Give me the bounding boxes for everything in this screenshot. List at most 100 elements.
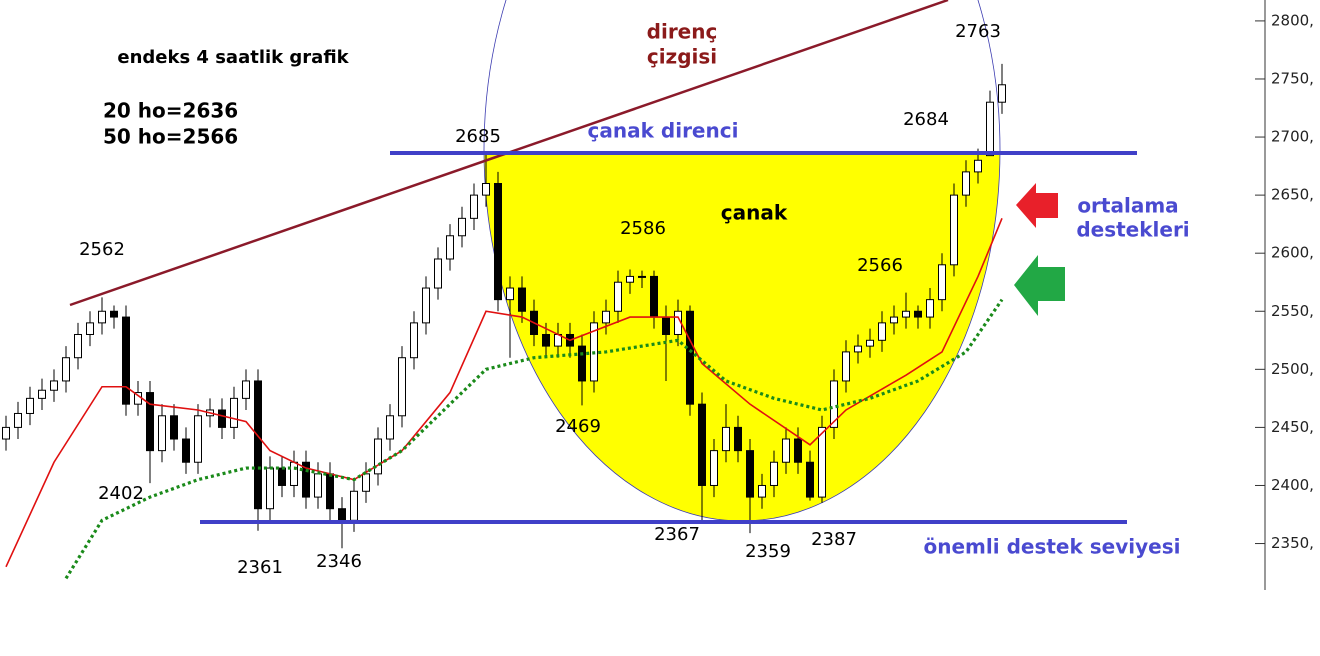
annotation: 50 ho=2566 (103, 125, 238, 149)
annotation: 2685 (455, 126, 501, 147)
annotation: 20 ho=2636 (103, 99, 238, 123)
candle-body (26, 397, 34, 414)
candle-body (110, 310, 118, 318)
y-tick-label: 2600, (1271, 244, 1314, 262)
candle-body (458, 217, 466, 237)
candle-body (950, 194, 958, 266)
candle-body (446, 235, 454, 260)
candle-body (746, 450, 754, 498)
candle-body (998, 84, 1006, 103)
candle-body (638, 275, 646, 278)
candle-body (710, 450, 718, 486)
candle-body (578, 345, 586, 382)
candle-body (254, 380, 262, 510)
candle-body (962, 171, 970, 196)
candle-body (278, 467, 286, 486)
candle-body (242, 380, 250, 399)
candle-body (722, 426, 730, 452)
candle-body (86, 322, 94, 335)
candle-body (350, 490, 358, 521)
candle-body (794, 438, 802, 463)
annotation: 2566 (857, 255, 903, 276)
candle-body (266, 467, 274, 510)
candle-body (818, 426, 826, 498)
candle-body (974, 159, 982, 173)
annotation: 2586 (620, 218, 666, 239)
annotation: 2361 (237, 557, 283, 578)
candle-body (218, 409, 226, 428)
annotation: 2346 (316, 551, 362, 572)
candle-body (782, 438, 790, 463)
candle-body (614, 281, 622, 312)
candle-body (290, 461, 298, 486)
candle-body (374, 438, 382, 475)
candle-body (902, 310, 910, 318)
candle-body (806, 461, 814, 498)
annotation: çanak (721, 201, 788, 225)
candle-body (386, 415, 394, 440)
annotation: 2763 (955, 21, 1001, 42)
candle-body (914, 310, 922, 318)
candle-body (854, 345, 862, 353)
candle-body (194, 415, 202, 463)
annotation: önemli destek seviyesi (924, 535, 1181, 559)
candle-body (326, 473, 334, 510)
candle-body (506, 287, 514, 301)
candle-body (2, 426, 10, 440)
candle-body (146, 392, 154, 452)
candle-body (734, 426, 742, 452)
candle-body (74, 333, 82, 359)
annotation: 2367 (654, 524, 700, 545)
candle-body (650, 275, 658, 318)
annotation: destekleri (1076, 218, 1189, 242)
candle-body (230, 397, 238, 428)
candle-body (878, 322, 886, 341)
candle-body (938, 264, 946, 301)
y-tick-label: 2400, (1271, 476, 1314, 494)
overlays: endeks 4 saatlik grafik 2800, 2750, 2700, 2… (69, 0, 1314, 590)
candle-body (182, 438, 190, 463)
y-tick-label: 2800, (1271, 11, 1314, 29)
candle-body (770, 461, 778, 486)
annotation: direnç (647, 20, 718, 44)
candle-body (302, 461, 310, 498)
annotation: 2562 (79, 239, 125, 260)
candle-body (842, 351, 850, 382)
candle-body (986, 101, 994, 157)
candle-body (50, 380, 58, 391)
candle-body (158, 415, 166, 452)
candle-body (866, 339, 874, 347)
candle-body (410, 322, 418, 359)
y-tick-label: 2650, (1271, 186, 1314, 204)
candle-body (662, 316, 670, 335)
candle-body (494, 183, 502, 301)
annotation: çizgisi (647, 45, 717, 69)
candle-body (602, 310, 610, 324)
moving-average (64, 298, 1004, 580)
candle-body (314, 473, 322, 498)
y-tick-label: 2550, (1271, 302, 1314, 320)
y-tick-label: 2700, (1271, 128, 1314, 146)
y-tick-label: 2450, (1271, 418, 1314, 436)
candle-body (98, 310, 106, 324)
candle-body (38, 389, 46, 399)
moving-average (5, 218, 1003, 568)
annotation: ortalama (1077, 194, 1178, 218)
annotation: 2387 (811, 529, 857, 550)
annotation: 2469 (555, 416, 601, 437)
candle-body (470, 194, 478, 219)
candle-body (398, 357, 406, 417)
candle-body (758, 484, 766, 498)
candle-body (926, 299, 934, 318)
annotation: 2359 (745, 541, 791, 562)
candle-body (338, 508, 346, 521)
annotation: 2684 (903, 109, 949, 130)
candle-body (686, 310, 694, 405)
green-arrow (1014, 255, 1065, 316)
y-tick-label: 2500, (1271, 360, 1314, 378)
candle-body (518, 287, 526, 312)
candle-body (170, 415, 178, 440)
candle-body (890, 316, 898, 324)
candle-body (542, 333, 550, 347)
